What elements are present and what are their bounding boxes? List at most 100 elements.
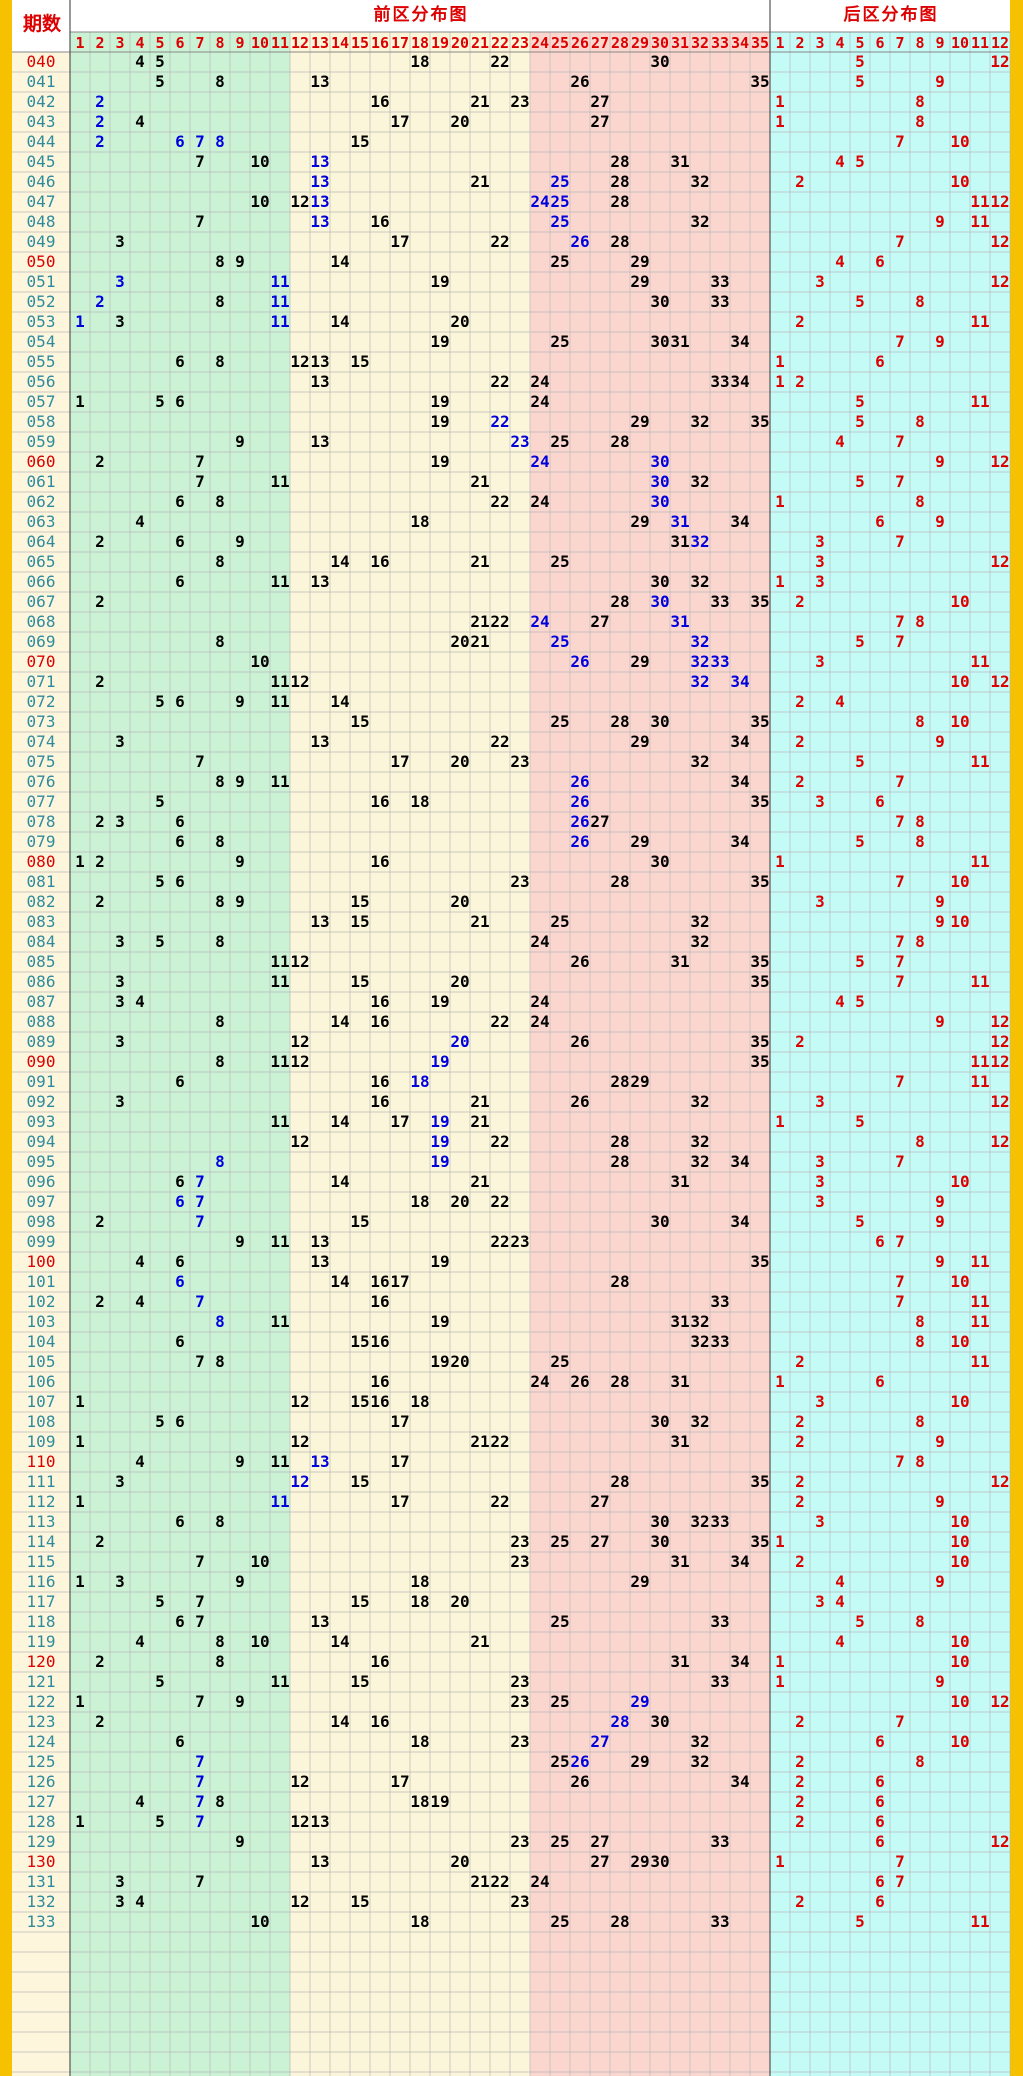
front-number: 19 — [430, 392, 449, 411]
front-number: 16 — [370, 792, 389, 811]
front-number: 31 — [670, 1552, 689, 1571]
front-number: 8 — [215, 352, 225, 371]
front-number: 31 — [670, 332, 689, 351]
period-label: 126 — [27, 1772, 56, 1791]
period-label: 052 — [27, 292, 56, 311]
front-number: 34 — [730, 372, 749, 391]
front-number: 7 — [195, 212, 205, 231]
front-number: 27 — [590, 1732, 609, 1751]
front-number: 16 — [370, 212, 389, 231]
front-number: 25 — [550, 1832, 569, 1851]
front-number: 8 — [215, 1792, 225, 1811]
front-number: 26 — [570, 652, 589, 671]
front-number: 18 — [410, 1592, 429, 1611]
back-number: 10 — [950, 1652, 969, 1671]
front-number: 15 — [350, 892, 369, 911]
front-number: 7 — [195, 1772, 205, 1791]
front-col-header: 21 — [471, 34, 489, 52]
period-label: 080 — [27, 852, 56, 871]
front-number: 11 — [270, 1452, 289, 1471]
front-number: 28 — [610, 872, 629, 891]
period-label: 057 — [27, 392, 56, 411]
back-number: 1 — [775, 492, 785, 511]
front-number: 30 — [650, 1852, 669, 1871]
period-label: 121 — [27, 1672, 56, 1691]
front-col-header: 20 — [451, 34, 469, 52]
front-number: 2 — [95, 452, 105, 471]
front-number: 23 — [510, 1532, 529, 1551]
period-label: 129 — [27, 1832, 56, 1851]
front-col-header: 31 — [671, 34, 689, 52]
front-number: 9 — [235, 252, 245, 271]
back-number: 12 — [990, 1032, 1009, 1051]
front-number: 5 — [155, 1592, 165, 1611]
front-number: 29 — [630, 1692, 649, 1711]
front-number: 11 — [270, 1112, 289, 1131]
front-number: 17 — [390, 1452, 409, 1471]
back-number: 7 — [895, 812, 905, 831]
front-number: 13 — [310, 72, 329, 91]
front-number: 30 — [650, 472, 669, 491]
front-number: 20 — [450, 1352, 469, 1371]
front-zone-1 — [70, 32, 290, 2076]
front-col-header: 10 — [251, 34, 269, 52]
back-number: 9 — [935, 1432, 945, 1451]
period-label: 110 — [27, 1452, 56, 1471]
back-number: 9 — [935, 332, 945, 351]
front-col-header: 7 — [195, 34, 204, 52]
back-col-header: 6 — [875, 34, 884, 52]
front-number: 20 — [450, 752, 469, 771]
back-number: 9 — [935, 1492, 945, 1511]
front-number: 7 — [195, 132, 205, 151]
period-label: 107 — [27, 1392, 56, 1411]
front-number: 1 — [75, 1432, 85, 1451]
back-number: 12 — [990, 1052, 1009, 1071]
back-number: 7 — [895, 432, 905, 451]
front-number: 35 — [750, 1532, 769, 1551]
front-number: 32 — [690, 752, 709, 771]
back-number: 10 — [950, 1632, 969, 1651]
front-number: 1 — [75, 852, 85, 871]
front-number: 25 — [550, 912, 569, 931]
front-number: 9 — [235, 772, 245, 791]
front-number: 12 — [290, 1812, 309, 1831]
front-col-header: 8 — [215, 34, 224, 52]
back-number: 9 — [935, 892, 945, 911]
back-number: 8 — [915, 612, 925, 631]
front-number: 28 — [610, 1132, 629, 1151]
front-number: 30 — [650, 1712, 669, 1731]
front-number: 2 — [95, 592, 105, 611]
front-number: 19 — [430, 1132, 449, 1151]
front-number: 11 — [270, 1492, 289, 1511]
front-number: 15 — [350, 1212, 369, 1231]
front-number: 6 — [175, 872, 185, 891]
title-band — [70, 0, 1010, 32]
front-number: 6 — [175, 132, 185, 151]
back-number: 3 — [815, 1592, 825, 1611]
front-col-header: 18 — [411, 34, 429, 52]
front-number: 11 — [270, 1052, 289, 1071]
front-number: 7 — [195, 1792, 205, 1811]
front-number: 5 — [155, 72, 165, 91]
front-number: 6 — [175, 352, 185, 371]
period-label: 106 — [27, 1372, 56, 1391]
period-label: 100 — [27, 1252, 56, 1271]
front-number: 5 — [155, 1812, 165, 1831]
back-number: 8 — [915, 1412, 925, 1431]
front-number: 35 — [750, 952, 769, 971]
back-number: 2 — [795, 372, 805, 391]
front-number: 5 — [155, 1672, 165, 1691]
front-number: 20 — [450, 1592, 469, 1611]
front-number: 31 — [670, 512, 689, 531]
front-number: 2 — [95, 812, 105, 831]
front-number: 9 — [235, 852, 245, 871]
period-label: 120 — [27, 1652, 56, 1671]
period-label: 062 — [27, 492, 56, 511]
front-number: 35 — [750, 1052, 769, 1071]
back-number: 2 — [795, 1472, 805, 1491]
front-number: 6 — [175, 1412, 185, 1431]
back-number: 4 — [835, 252, 845, 271]
front-number: 23 — [510, 1732, 529, 1751]
front-number: 7 — [195, 1552, 205, 1571]
